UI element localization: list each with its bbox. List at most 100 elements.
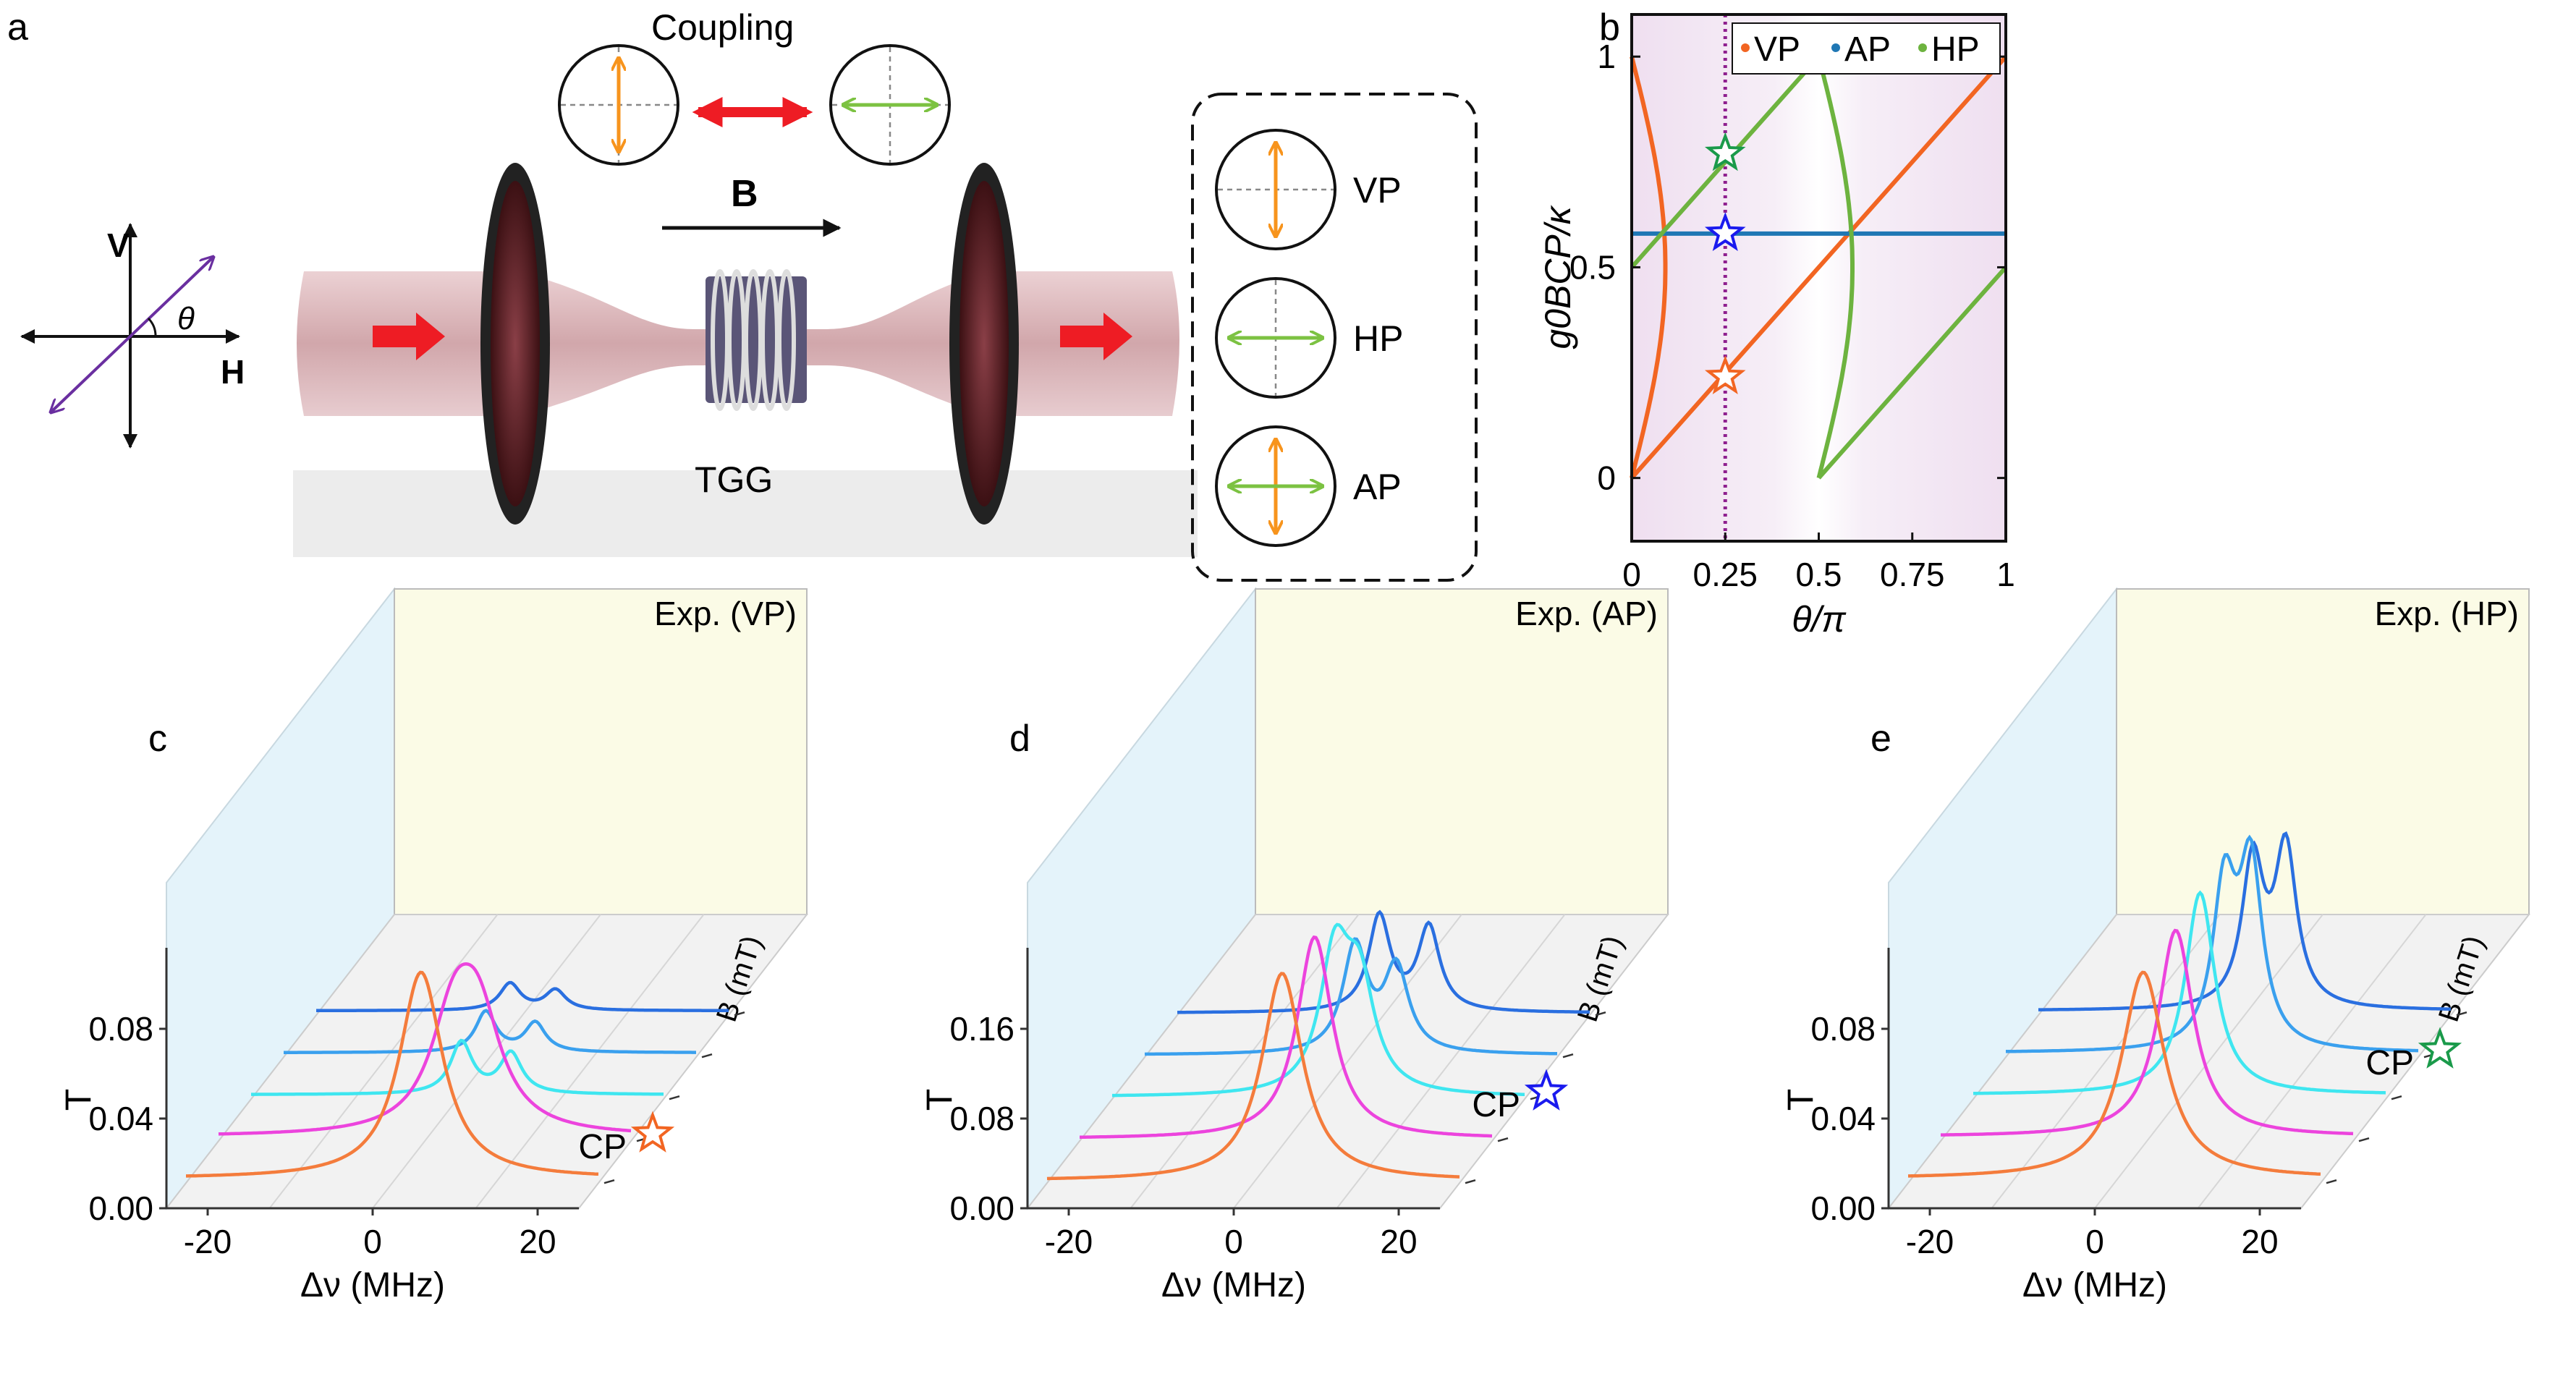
trace-3 <box>1973 890 2386 1095</box>
series-hp-line-2 <box>1817 266 2008 480</box>
cp-label: CP <box>578 1128 627 1166</box>
panel-b: b 0 0.25 0.5 0.75 1 0 0.5 1 θ/π g0BCP/κ VP AP HP <box>1538 7 2015 640</box>
x-tick-label: 20 <box>519 1223 556 1260</box>
z-tick <box>669 1095 680 1100</box>
cavity: TGG B <box>293 163 1198 557</box>
z-tick <box>1595 1011 1606 1017</box>
x-tick-label: 20 <box>2241 1223 2278 1260</box>
y-axis-label: T <box>919 1089 959 1111</box>
series-vp-bend <box>1630 56 1668 479</box>
cp-star <box>2418 1027 2462 1069</box>
x-tick-label: -20 <box>1045 1223 1093 1260</box>
y-tick-label: 0.08 <box>1810 1010 1876 1048</box>
back-wall <box>394 588 808 915</box>
star-ap <box>1704 212 1746 251</box>
floor-grid <box>372 914 601 1209</box>
legend-box <box>1732 22 2001 75</box>
z-tick <box>1465 1179 1476 1184</box>
floor-shadow <box>293 470 1198 557</box>
star-hp <box>1704 132 1746 171</box>
z-tick <box>1562 1053 1574 1058</box>
panel-label-c: c <box>148 718 167 760</box>
coupling-title: Coupling <box>651 7 794 48</box>
trace-5 <box>2038 831 2451 1011</box>
cp-label: CP <box>1472 1086 1520 1124</box>
legend-vp: VP <box>1353 170 1402 211</box>
polarization-legend: VP HP AP <box>1191 93 1478 582</box>
trace-1 <box>186 970 599 1178</box>
theta-label: θ <box>177 301 195 336</box>
tgg-coil <box>711 269 796 411</box>
cp-label: CP <box>2365 1044 2414 1082</box>
y-tick-label: 0.5 <box>1569 248 1616 286</box>
legend-ap: AP <box>1353 467 1402 507</box>
x-tick-label: 0 <box>363 1223 382 1260</box>
chart-title: Exp. (VP) <box>654 595 797 632</box>
back-wall <box>1255 588 1669 915</box>
y-tick-label: 1 <box>1597 38 1616 75</box>
x-tick-label: 20 <box>1380 1223 1417 1260</box>
trace-5 <box>316 980 729 1013</box>
x-tick-label: 0 <box>2085 1223 2104 1260</box>
z-tick <box>2391 1095 2402 1100</box>
floor-grid <box>2094 914 2323 1209</box>
legend-marker-vp <box>1741 43 1750 52</box>
legend-marker-ap <box>1831 43 1840 52</box>
theta-arc <box>147 317 157 337</box>
y-tick-label: 0.08 <box>88 1010 153 1048</box>
polarization-axes: V H θ <box>20 223 245 449</box>
x-tick-label: 0.25 <box>1692 556 1758 593</box>
y-axis-label: g0BCP/κ <box>1538 204 1578 349</box>
y-axis-label: T <box>58 1089 98 1111</box>
trace-3 <box>251 1038 664 1096</box>
z-tick <box>734 1011 745 1017</box>
chart-title: Exp. (AP) <box>1515 595 1658 632</box>
x-tick-label: -20 <box>1906 1223 1954 1260</box>
y-tick-label: 0.00 <box>1810 1189 1876 1227</box>
z-tick <box>603 1179 615 1184</box>
y-tick-label: 0 <box>1597 459 1616 497</box>
x-tick-label: 1 <box>1996 556 2015 593</box>
y-tick-label: 0.08 <box>949 1100 1014 1137</box>
x-axis-label: θ/π <box>1792 599 1847 640</box>
floor-grid <box>475 914 705 1209</box>
x-tick-label: 0 <box>1224 1223 1243 1260</box>
axis-h-label: H <box>221 353 245 391</box>
floor-grid <box>2197 914 2427 1209</box>
y-tick-label: 0.00 <box>88 1189 153 1227</box>
trace-2 <box>1080 935 1493 1140</box>
y-axis-label: T <box>1780 1089 1821 1111</box>
cp-star <box>630 1111 675 1153</box>
z-tick <box>2358 1137 2370 1142</box>
x-axis-label: Δν (MHz) <box>1161 1266 1306 1304</box>
panel-label-e: e <box>1870 718 1891 760</box>
output-arrow <box>1060 313 1132 360</box>
input-arrow <box>373 313 445 360</box>
trace-4 <box>1144 937 1557 1056</box>
x-axis-label: Δν (MHz) <box>300 1266 445 1304</box>
chart-b: 0 0.25 0.5 0.75 1 0 0.5 1 θ/π g0BCP/κ VP AP HP <box>1538 13 2015 640</box>
trace-5 <box>1177 909 1590 1014</box>
x-tick-label: 0.75 <box>1880 556 1945 593</box>
legend-label-vp: VP <box>1754 30 1800 69</box>
x-tick-label: -20 <box>184 1223 232 1260</box>
legend-label-ap: AP <box>1844 30 1891 69</box>
trace-3 <box>1112 922 1525 1098</box>
floor-grid <box>268 914 499 1209</box>
x-tick-label: 0.5 <box>1796 556 1842 593</box>
star-vp <box>1704 355 1746 394</box>
floor-grid <box>1336 914 1566 1209</box>
y-tick-label: 0.04 <box>1810 1100 1876 1137</box>
floor-grid <box>1233 914 1462 1209</box>
back-wall <box>2116 588 2530 915</box>
legend-box <box>1191 93 1478 582</box>
chart-title: Exp. (HP) <box>2375 595 2519 632</box>
series-hp-bend <box>1816 56 1855 479</box>
panel-a: a V H θ <box>7 7 1478 582</box>
z-tick <box>2326 1179 2337 1184</box>
legend-marker-hp <box>1918 43 1927 52</box>
